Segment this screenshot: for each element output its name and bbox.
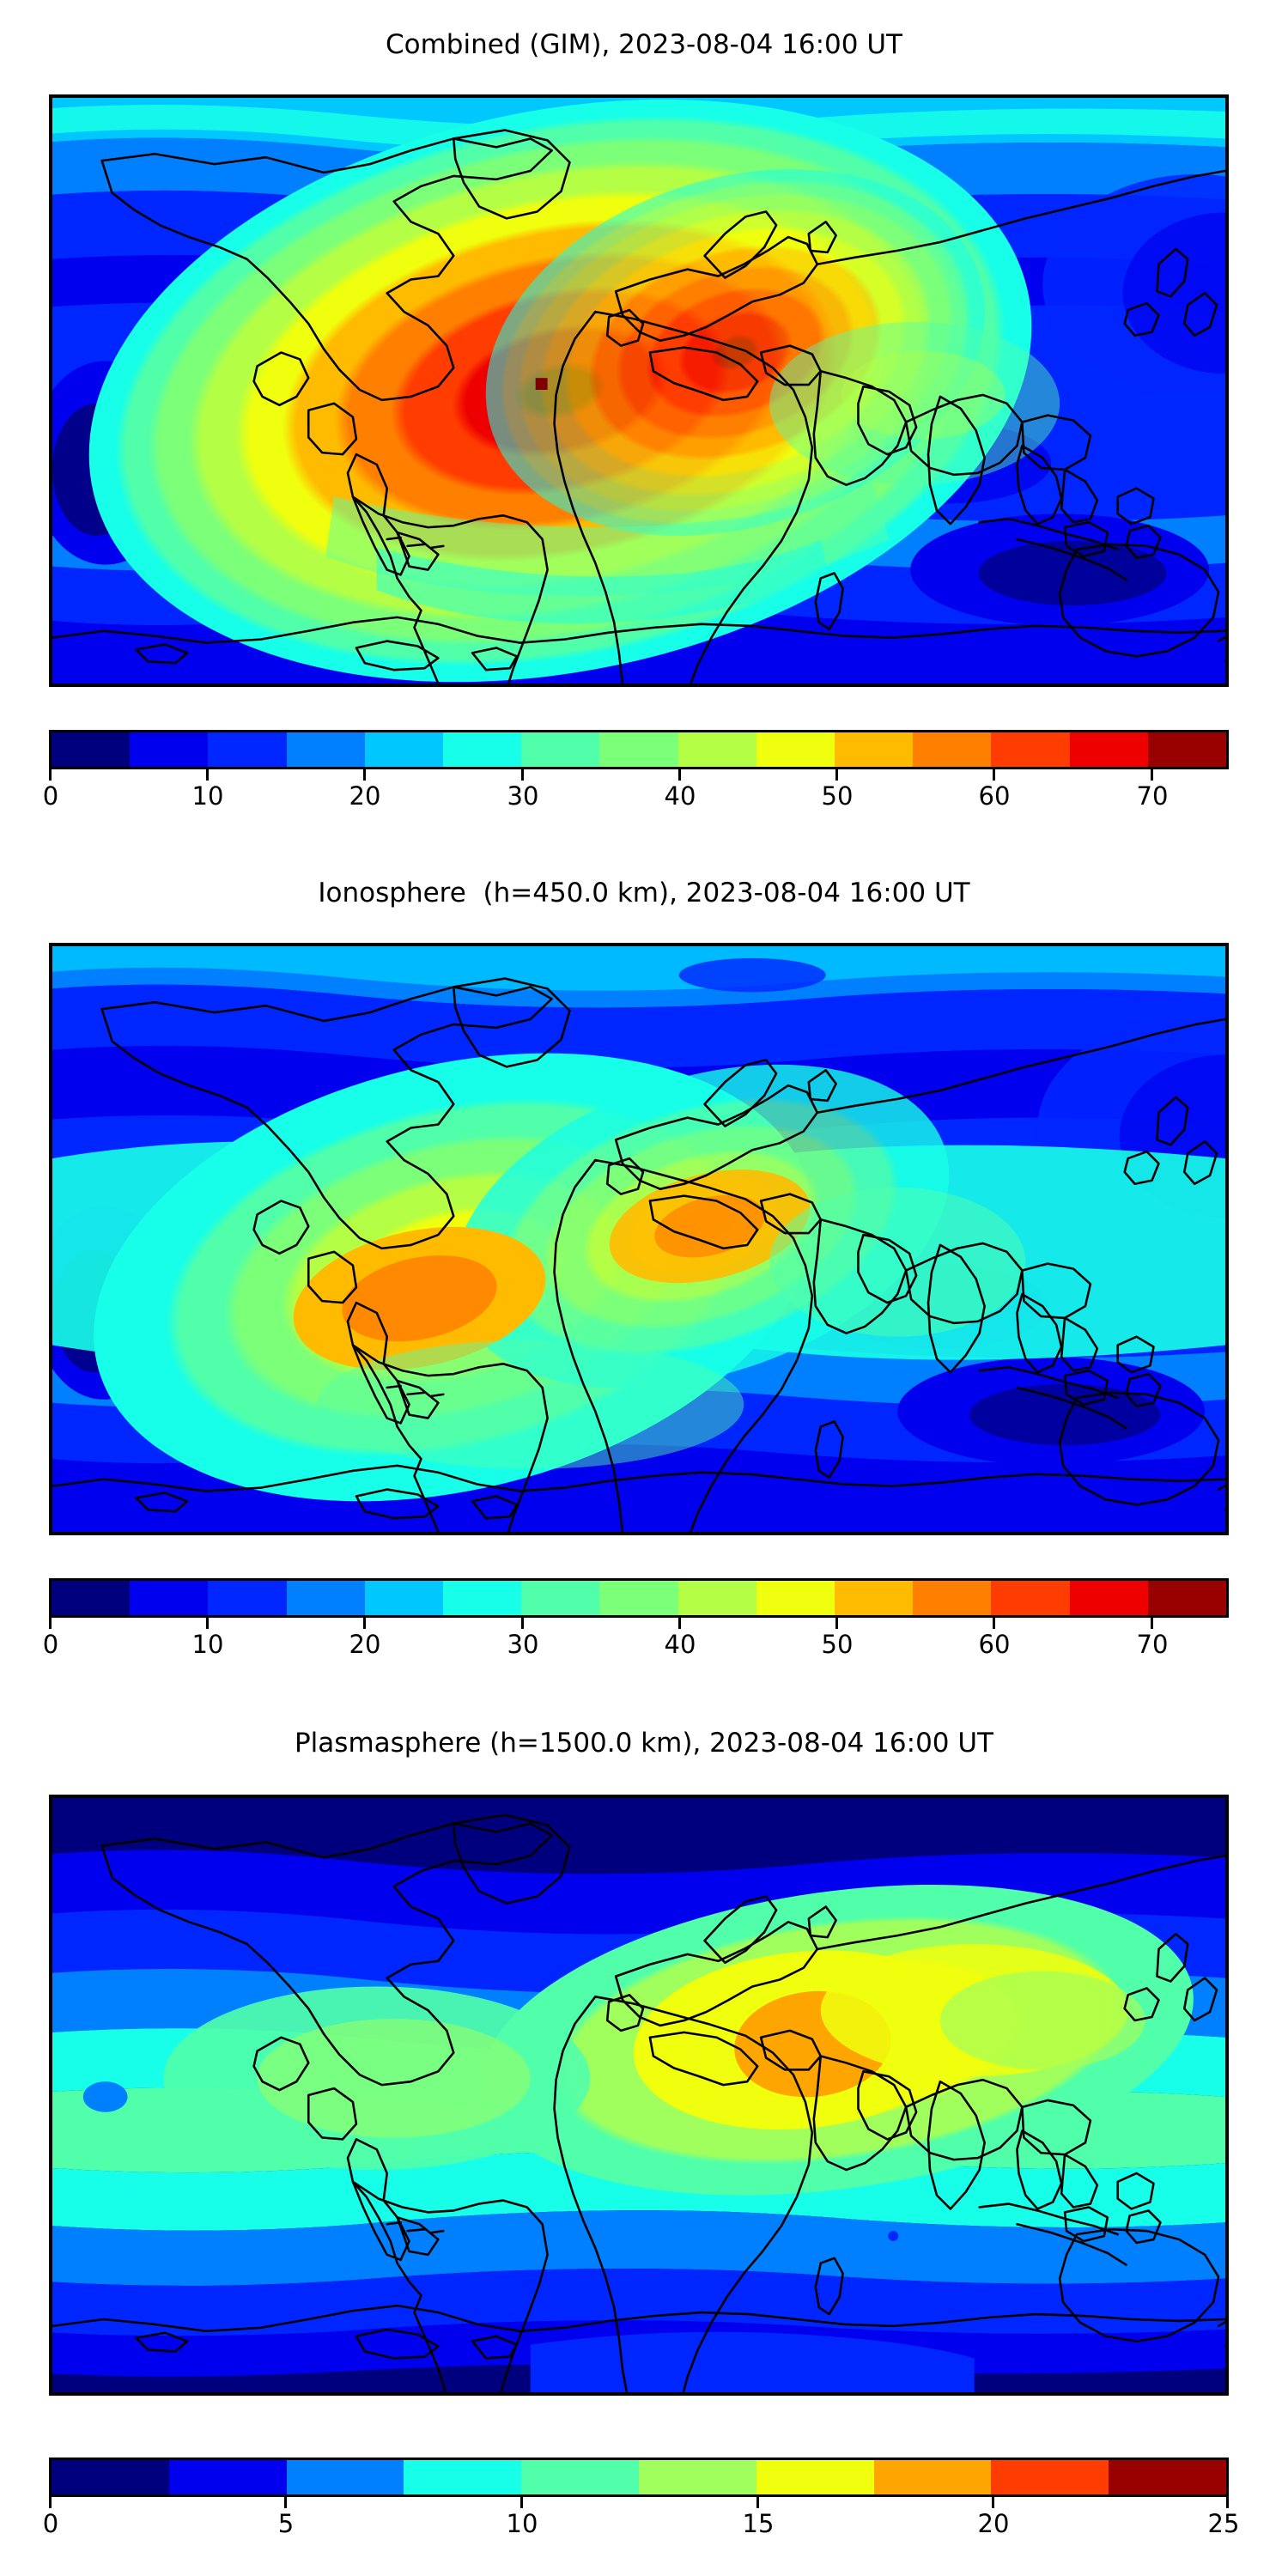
cb1-tick-70: 70 — [1136, 781, 1169, 811]
cb2-tick-10: 10 — [191, 1630, 224, 1659]
cb2-tick-0: 0 — [42, 1630, 59, 1659]
colorbar-axis-plasmasphere: 0 5 10 15 20 25 — [43, 2497, 1239, 2542]
cb1-tick-40: 40 — [664, 781, 696, 811]
cb1-tick-0: 0 — [42, 781, 59, 811]
colorbar-plasmasphere — [49, 2458, 1229, 2497]
cb3-tick-20: 20 — [977, 2509, 1010, 2538]
cb3-tick-25: 25 — [1207, 2509, 1240, 2538]
cb3-tick-0: 0 — [42, 2509, 59, 2538]
map-combined-inner — [52, 98, 1225, 683]
panel-title-plasmasphere: Plasmasphere (h=1500.0 km), 2023-08-04 1… — [294, 1728, 993, 1759]
map-combined-svg — [52, 98, 1225, 683]
map-ionosphere-inner — [52, 946, 1225, 1532]
cb1-tick-20: 20 — [349, 781, 381, 811]
cb1-tick-30: 30 — [507, 781, 539, 811]
map-ionosphere — [49, 943, 1229, 1535]
map-plasmasphere — [49, 1795, 1229, 2396]
cb1-tick-50: 50 — [821, 781, 854, 811]
cb3-tick-15: 15 — [742, 2509, 775, 2538]
map-plasmasphere-svg — [52, 1798, 1225, 2392]
cb2-tick-20: 20 — [349, 1630, 381, 1659]
map-ionosphere-svg — [52, 946, 1225, 1532]
cb2-tick-50: 50 — [821, 1630, 854, 1659]
colorbar-combined — [49, 730, 1229, 769]
cb3-tick-5: 5 — [277, 2509, 295, 2538]
cb3-tick-10: 10 — [506, 2509, 538, 2538]
panel-title-combined: Combined (GIM), 2023-08-04 16:00 UT — [386, 29, 902, 60]
cb2-tick-30: 30 — [507, 1630, 539, 1659]
panel-title-ionosphere: Ionosphere (h=450.0 km), 2023-08-04 16:0… — [318, 878, 970, 908]
cb1-tick-60: 60 — [978, 781, 1011, 811]
map-combined — [49, 94, 1229, 687]
colorbar-ionosphere — [49, 1578, 1229, 1618]
cb2-tick-40: 40 — [664, 1630, 696, 1659]
cb2-tick-70: 70 — [1136, 1630, 1169, 1659]
map-plasmasphere-inner — [52, 1798, 1225, 2392]
cb2-tick-60: 60 — [978, 1630, 1011, 1659]
colorbar-axis-ionosphere: 0 10 20 30 40 50 60 70 — [43, 1618, 1229, 1662]
cb1-tick-10: 10 — [191, 781, 224, 811]
colorbar-axis-combined: 0 10 20 30 40 50 60 70 — [43, 769, 1229, 814]
